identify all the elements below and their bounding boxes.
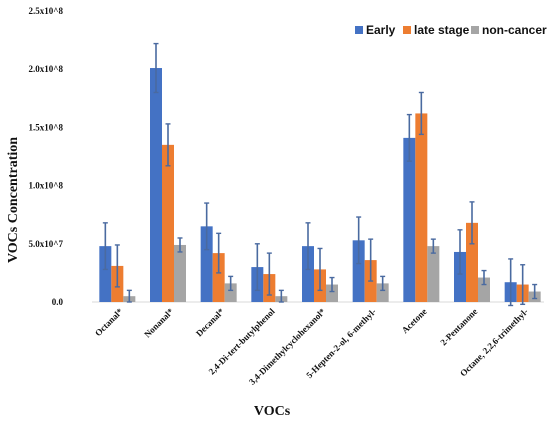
x-axis-title: VOCs [254, 404, 291, 419]
bar-early [403, 137, 416, 302]
bar-non-cancer [376, 283, 389, 302]
bar-early [150, 68, 162, 302]
category-label: Nonanal* [142, 306, 176, 340]
legend-label: Early [366, 23, 396, 37]
bar-non-cancer [174, 244, 186, 302]
legend: Early late stage non-cancer [355, 23, 547, 37]
bar-non-cancer [427, 246, 440, 302]
category-label: Acetone [400, 306, 429, 335]
y-tick-label: 1.0x10^8 [29, 181, 64, 191]
y-tick-label: 5.0x10^7 [29, 239, 64, 249]
bar-early [454, 251, 466, 302]
legend-item: non-cancer [471, 23, 547, 37]
error-bars [102, 42, 538, 307]
category-label: Decanal* [194, 306, 227, 339]
legend-item: late stage [403, 23, 470, 37]
bar-non-cancer [478, 277, 490, 302]
bar-early [99, 246, 112, 302]
bar-late-stage [415, 113, 428, 302]
bar-non-cancer [224, 283, 237, 302]
legend-label: late stage [414, 23, 470, 37]
bars [99, 68, 541, 302]
legend-item: Early [355, 23, 396, 37]
bar-late-stage [162, 144, 174, 302]
legend-swatch [403, 26, 411, 34]
bar-late-stage [212, 253, 225, 302]
category-label: 2-Pentanone [438, 306, 479, 347]
bar-late-stage [466, 222, 478, 302]
legend-swatch [355, 26, 363, 34]
legend-swatch [471, 26, 479, 34]
bar-early [352, 240, 365, 302]
labels: 0.0 5.0x10^7 1.0x10^8 1.5x10^8 2.0x10^8 2.5x1… [29, 6, 531, 387]
y-tick-label: 2.5x10^8 [29, 6, 64, 16]
bar-early [302, 246, 314, 302]
y-axis-title: VOCs Concentration [6, 137, 21, 263]
category-label: Octanal* [93, 306, 125, 338]
legend-label: non-cancer [482, 23, 547, 37]
y-tick-label: 2.0x10^8 [29, 64, 64, 74]
bar-early [200, 226, 213, 302]
bar-non-cancer [326, 284, 338, 302]
y-tick-label: 0.0 [52, 297, 64, 307]
y-tick-label: 1.5x10^8 [29, 122, 64, 132]
